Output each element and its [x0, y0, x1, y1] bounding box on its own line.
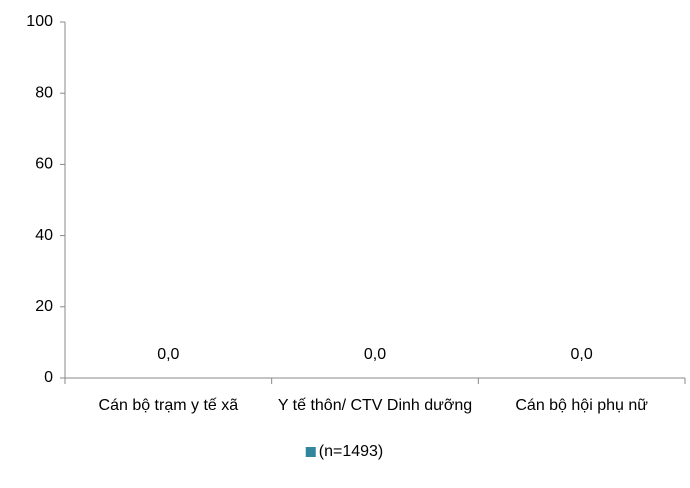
value-label: 0,0: [364, 346, 386, 363]
y-tick-label: 0: [44, 369, 53, 386]
value-label: 0,0: [157, 346, 179, 363]
legend-label: (n=1493): [319, 443, 384, 460]
x-tick-label: Cán bộ trạm y tế xã: [98, 397, 239, 414]
y-tick-label: 40: [35, 227, 53, 244]
y-tick-label: 100: [26, 13, 53, 30]
legend-swatch: [305, 447, 316, 457]
x-tick-label: Cán bộ hội phụ nữ: [515, 397, 648, 414]
y-tick-label: 80: [35, 84, 53, 101]
y-tick-label: 20: [35, 298, 53, 315]
x-tick-label: Y tế thôn/ CTV Dinh dưỡng: [277, 397, 473, 414]
y-tick-label: 60: [35, 156, 53, 173]
value-label: 0,0: [571, 346, 593, 363]
